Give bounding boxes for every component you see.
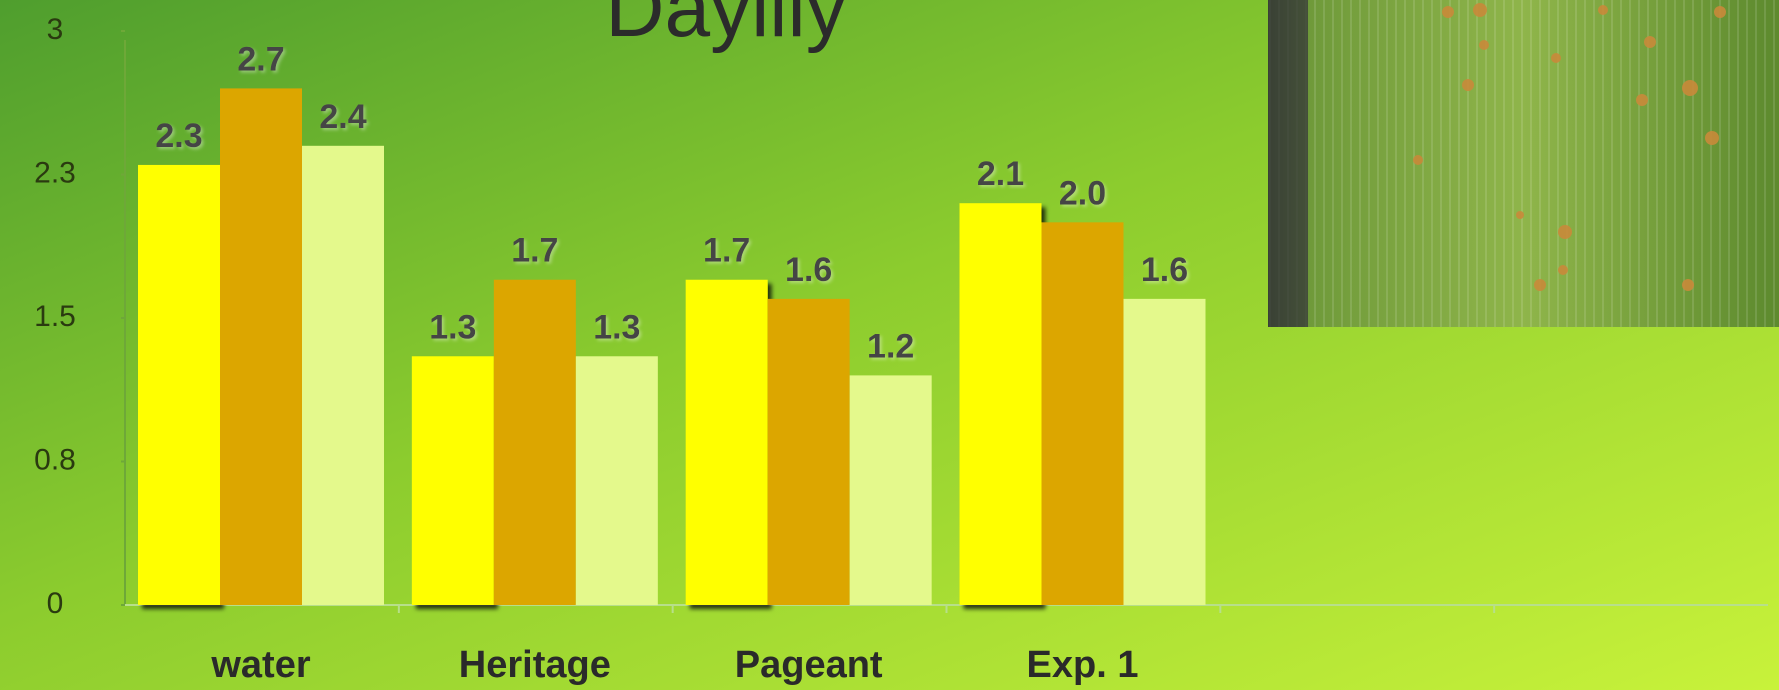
value-label: 1.7 bbox=[703, 232, 750, 270]
value-label: 1.6 bbox=[785, 251, 832, 289]
bar bbox=[1042, 222, 1124, 605]
x-tick-label: Pageant bbox=[735, 644, 883, 686]
bar bbox=[576, 356, 658, 605]
bar bbox=[1124, 299, 1206, 605]
leaf-photo bbox=[1268, 0, 1779, 327]
value-label: 1.3 bbox=[593, 308, 640, 346]
x-tick-label: Exp. 1 bbox=[1027, 644, 1139, 686]
chart-title: Daylily bbox=[605, 0, 846, 54]
value-label: 2.4 bbox=[319, 98, 366, 136]
bar bbox=[412, 356, 494, 605]
value-label: 2.1 bbox=[977, 155, 1024, 193]
value-label: 1.7 bbox=[511, 232, 558, 270]
bar bbox=[768, 299, 850, 605]
bar bbox=[960, 203, 1042, 605]
x-tick-label: water bbox=[210, 644, 310, 686]
bar bbox=[220, 88, 302, 605]
page: {"chart_data": {"type": "bar", "title": … bbox=[0, 0, 1779, 690]
value-label: 1.6 bbox=[1141, 251, 1188, 289]
x-tick-label: Heritage bbox=[459, 644, 611, 686]
y-tick-label: 3 bbox=[47, 13, 64, 46]
y-tick-label: 2.3 bbox=[34, 156, 76, 189]
bar bbox=[686, 280, 768, 605]
bar bbox=[494, 280, 576, 605]
bar bbox=[138, 165, 220, 605]
value-label: 2.3 bbox=[155, 117, 202, 155]
bar bbox=[850, 375, 932, 605]
value-label: 2.7 bbox=[237, 40, 284, 78]
y-tick-label: 1.5 bbox=[34, 300, 76, 333]
chart: Daylily 0 0.8 1.5 2.3 3 water Heritage Pageant E… bbox=[0, 0, 1779, 690]
bar bbox=[302, 146, 384, 605]
y-tick-label: 0.8 bbox=[34, 443, 76, 476]
y-tick-label: 0 bbox=[47, 587, 64, 620]
value-label: 1.2 bbox=[867, 327, 914, 365]
value-label: 1.3 bbox=[429, 308, 476, 346]
value-label: 2.0 bbox=[1059, 174, 1106, 212]
